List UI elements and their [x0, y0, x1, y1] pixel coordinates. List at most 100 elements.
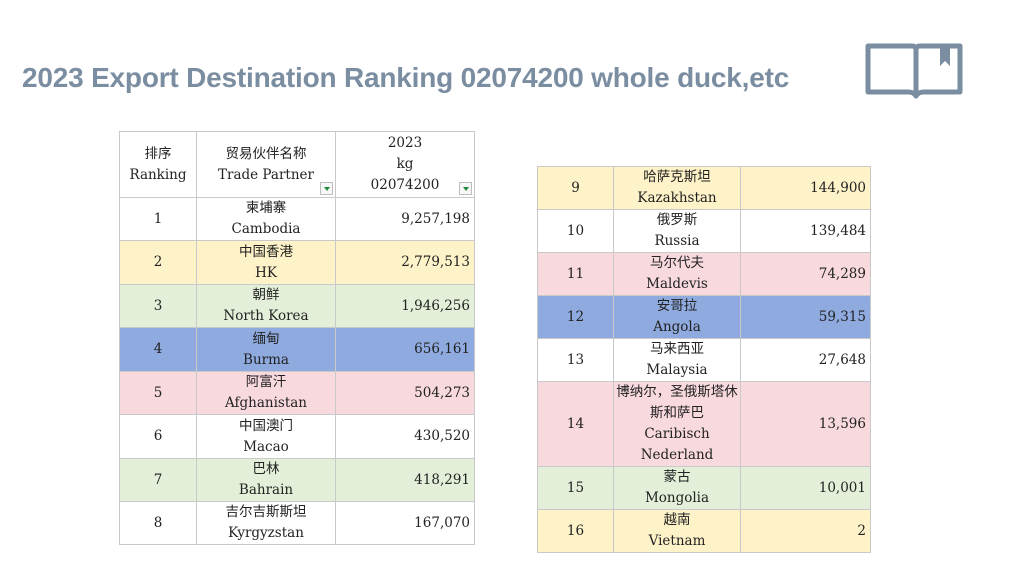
value-cell: 167,070	[335, 501, 475, 545]
partner-name-cn: 阿富汗	[245, 374, 287, 390]
partner-cell: 中国澳门 Macao	[196, 414, 336, 459]
rank-cell: 16	[537, 509, 614, 553]
table-row: 1 柬埔寨 Cambodia 9,257,198	[119, 197, 475, 241]
table-row: 11 马尔代夫 Maldevis 74,289	[537, 252, 871, 296]
rank-cell: 13	[537, 338, 614, 382]
rank-cell: 3	[119, 284, 197, 328]
value-cell: 10,001	[740, 466, 871, 510]
partner-name-cn: 越南	[663, 512, 691, 528]
table-row: 15 蒙古 Mongolia 10,001	[537, 466, 871, 510]
table-row: 4 缅甸 Burma 656,161	[119, 327, 475, 372]
rank-cell: 15	[537, 466, 614, 510]
rank-cell: 14	[537, 381, 614, 467]
partner-cell: 马尔代夫 Maldevis	[613, 252, 741, 296]
table-row: 8 吉尔吉斯斯坦 Kyrgyzstan 167,070	[119, 501, 475, 545]
value-cell: 418,291	[335, 458, 475, 502]
partner-name-en: Macao	[243, 438, 289, 455]
filter-dropdown-icon[interactable]	[320, 182, 333, 195]
partner-name-en: North Korea	[223, 308, 309, 324]
partner-name-cn: 朝鲜	[252, 287, 280, 303]
partner-name-en: Mongolia	[644, 490, 710, 506]
table-row: 10 俄罗斯 Russia 139,484	[537, 209, 871, 253]
partner-cell: 哈萨克斯坦 Kazakhstan	[613, 166, 741, 210]
rank-cell: 1	[119, 197, 197, 241]
filter-dropdown-icon[interactable]	[459, 182, 472, 195]
rank-cell: 6	[119, 414, 197, 459]
value-cell: 504,273	[335, 371, 475, 415]
table-row: 16 越南 Vietnam 2	[537, 509, 871, 553]
partner-name-cn: 中国澳门	[239, 417, 293, 434]
partner-name-en: Bahrain	[238, 482, 294, 498]
partner-name-cn: 俄罗斯	[656, 212, 698, 228]
partner-name-cn: 安哥拉	[656, 298, 698, 314]
rank-cell: 8	[119, 501, 197, 545]
partner-cell: 安哥拉 Angola	[613, 295, 741, 339]
partner-cell: 马来西亚 Malaysia	[613, 338, 741, 382]
partner-cell: 蒙古 Mongolia	[613, 466, 741, 510]
rank-cell: 11	[537, 252, 614, 296]
value-cell: 139,484	[740, 209, 871, 253]
page-title: 2023 Export Destination Ranking 02074200…	[22, 62, 790, 93]
value-cell: 74,289	[740, 252, 871, 296]
table-row: 6 中国澳门 Macao 430,520	[119, 414, 475, 459]
partner-cell: 巴林 Bahrain	[196, 458, 336, 502]
header-value: 2023 kg 02074200	[335, 131, 475, 198]
partner-name-en: Vietnam	[648, 533, 706, 549]
value-cell: 59,315	[740, 295, 871, 339]
rank-cell: 9	[537, 166, 614, 210]
rank-cell: 10	[537, 209, 614, 253]
table-row: 3 朝鲜 North Korea 1,946,256	[119, 284, 475, 328]
table-row: 5 阿富汗 Afghanistan 504,273	[119, 371, 475, 415]
ranking-table-left: 排序 Ranking 贸易伙伴名称 Trade Partner 2023 kg …	[119, 131, 475, 545]
partner-name-cn: 吉尔吉斯斯坦	[225, 504, 307, 520]
table-row: 12 安哥拉 Angola 59,315	[537, 295, 871, 339]
partner-name-cn: 马尔代夫	[650, 255, 704, 271]
partner-name-cn: 缅甸	[252, 330, 280, 347]
ranking-table-right: 9 哈萨克斯坦 Kazakhstan 144,900 10 俄罗斯 Russia 139,48…	[537, 166, 871, 553]
partner-name-cn: 马来西亚	[650, 341, 704, 357]
open-book-icon	[865, 43, 963, 99]
value-cell: 1,946,256	[335, 284, 475, 328]
partner-cell: 阿富汗 Afghanistan	[196, 371, 336, 415]
partner-name-en: HK	[255, 264, 277, 281]
value-cell: 656,161	[335, 327, 475, 372]
table-row: 13 马来西亚 Malaysia 27,648	[537, 338, 871, 382]
partner-name-en: Afghanistan	[224, 395, 307, 411]
partner-name-en: Cambodia	[231, 221, 301, 237]
partner-name-cn: 中国香港	[239, 243, 293, 260]
partner-name-cn: 蒙古	[663, 469, 691, 485]
table-row: 14 博纳尔，圣俄斯塔休斯和萨巴 Caribisch Nederland 13,596	[537, 381, 871, 467]
partner-cell: 中国香港 HK	[196, 240, 336, 285]
partner-cell: 吉尔吉斯斯坦 Kyrgyzstan	[196, 501, 336, 545]
value-cell: 144,900	[740, 166, 871, 210]
header-trade-partner: 贸易伙伴名称 Trade Partner	[196, 131, 336, 198]
partner-name-en: Caribisch Nederland	[640, 426, 714, 463]
partner-name-cn: 巴林	[252, 461, 280, 477]
value-cell: 2,779,513	[335, 240, 475, 285]
rank-cell: 2	[119, 240, 197, 285]
value-cell: 2	[740, 509, 871, 553]
partner-name-cn: 博纳尔，圣俄斯塔休斯和萨巴	[616, 384, 738, 421]
partner-cell: 博纳尔，圣俄斯塔休斯和萨巴 Caribisch Nederland	[613, 381, 741, 467]
partner-name-en: Angola	[653, 319, 701, 335]
partner-name-cn: 哈萨克斯坦	[643, 169, 711, 185]
partner-name-en: Russia	[654, 233, 700, 249]
partner-cell: 缅甸 Burma	[196, 327, 336, 372]
rank-cell: 12	[537, 295, 614, 339]
rank-cell: 5	[119, 371, 197, 415]
partner-name-en: Kazakhstan	[637, 190, 717, 206]
rank-cell: 4	[119, 327, 197, 372]
value-cell: 430,520	[335, 414, 475, 459]
partner-name-en: Malaysia	[646, 362, 708, 378]
partner-cell: 朝鲜 North Korea	[196, 284, 336, 328]
partner-name-en: Kyrgyzstan	[228, 525, 304, 541]
table-row: 9 哈萨克斯坦 Kazakhstan 144,900	[537, 166, 871, 210]
value-cell: 9,257,198	[335, 197, 475, 241]
partner-name-en: Burma	[243, 351, 289, 368]
header-ranking: 排序 Ranking	[119, 131, 197, 198]
partner-cell: 俄罗斯 Russia	[613, 209, 741, 253]
value-cell: 13,596	[740, 381, 871, 467]
partner-name-cn: 柬埔寨	[245, 200, 287, 216]
partner-name-en: Maldevis	[646, 276, 708, 292]
partner-cell: 越南 Vietnam	[613, 509, 741, 553]
